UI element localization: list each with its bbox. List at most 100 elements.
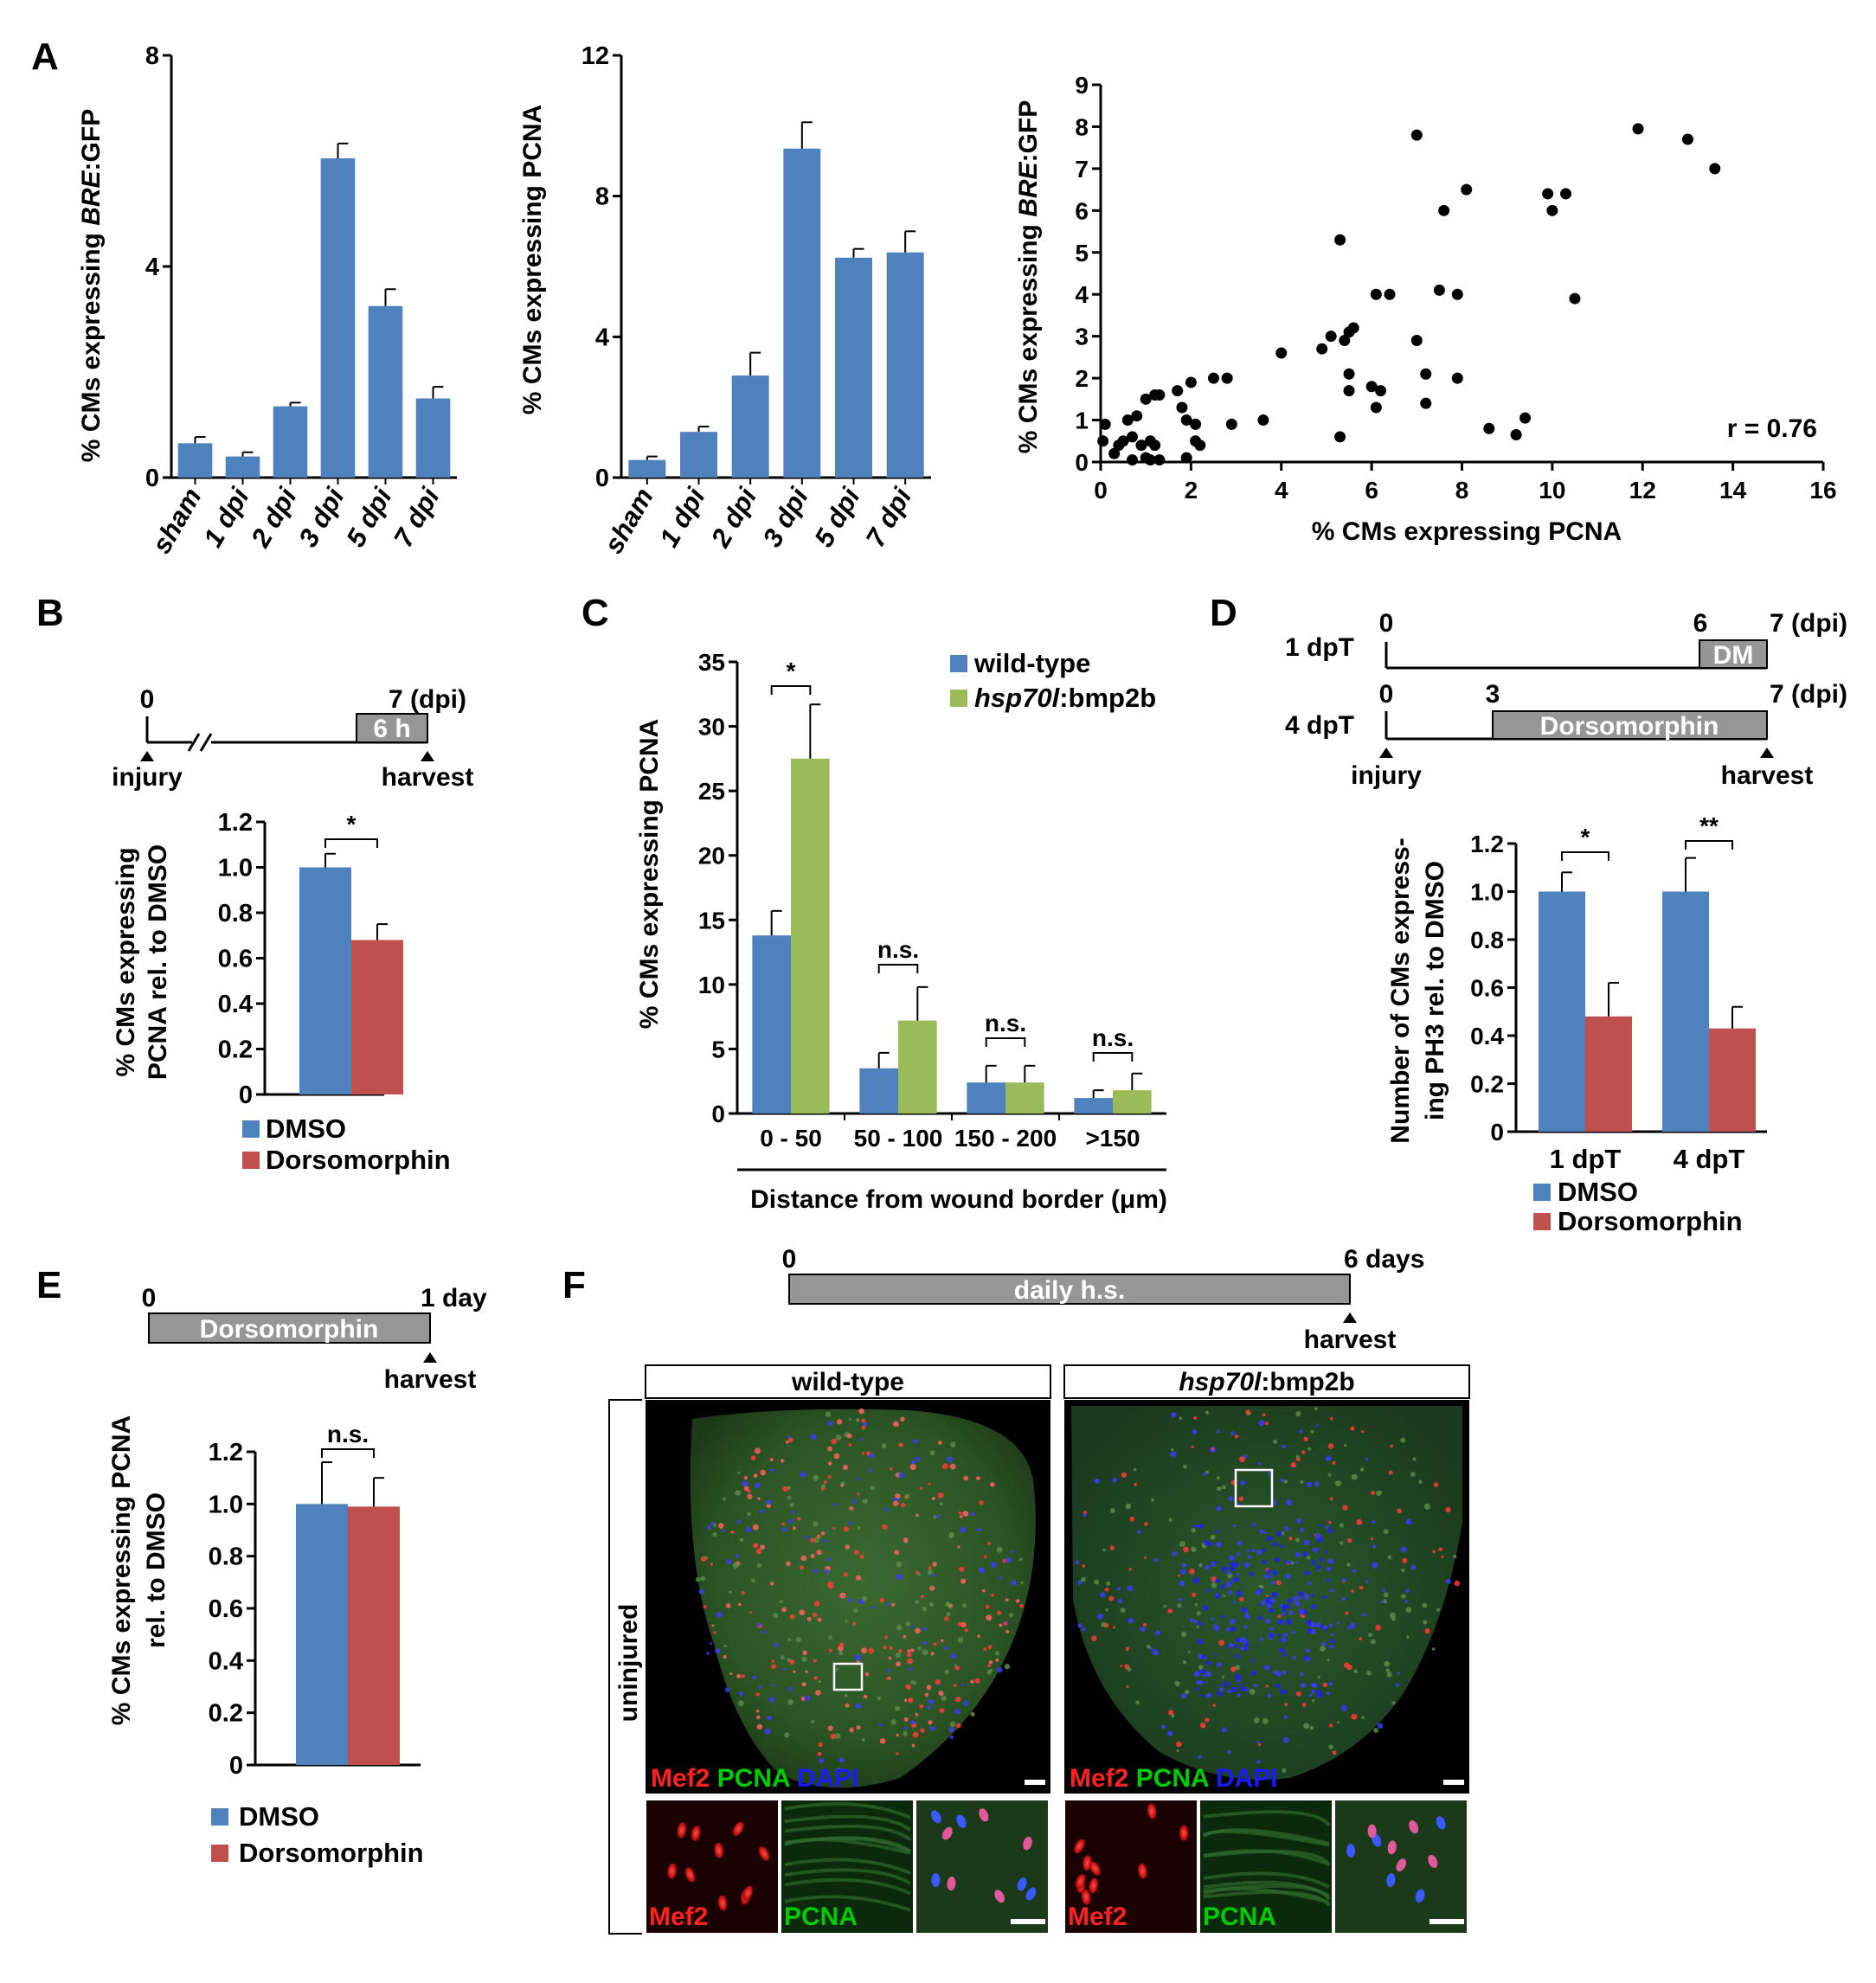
inset-bmp-mef2-label: Mef2 (1068, 1903, 1127, 1931)
wildtype-nucleus (888, 1656, 892, 1660)
micrograph-bmp2b-nuclei (1075, 1407, 1461, 1774)
bmp2b-nucleus (1171, 1412, 1177, 1418)
wildtype-nucleus (838, 1642, 845, 1647)
bmp2b-nucleus (1094, 1579, 1099, 1585)
bmp2b-dapi-cluster (1292, 1656, 1296, 1659)
panel-label-c: C (581, 592, 609, 634)
bmp2b-nucleus (1133, 1467, 1137, 1472)
d-y-axis-label-line2: ing PH3 rel. to DMSO (1421, 861, 1449, 1120)
a3-scatter-point (1510, 429, 1522, 441)
bmp2b-nucleus (1167, 1608, 1172, 1614)
wildtype-nucleus (911, 1625, 915, 1628)
bmp2b-nucleus (1339, 1523, 1344, 1528)
wildtype-nucleus (729, 1590, 732, 1594)
bmp2b-dapi-cluster (1303, 1593, 1309, 1599)
a3-scatter-point (1108, 447, 1121, 459)
wildtype-nucleus (751, 1578, 755, 1583)
bmp2b-nucleus (1211, 1447, 1215, 1451)
bmp2b-nucleus (1189, 1569, 1195, 1575)
wildtype-nucleus (948, 1727, 954, 1732)
a3-x-tick-label: 6 (1365, 477, 1378, 504)
bmp2b-dapi-cluster (1207, 1542, 1212, 1547)
wildtype-nucleus (773, 1613, 779, 1619)
bmp2b-nucleus (1325, 1455, 1332, 1461)
bmp2b-nucleus (1441, 1555, 1444, 1558)
bmp2b-nucleus (1230, 1666, 1237, 1672)
wildtype-nucleus (768, 1697, 775, 1703)
bmp2b-dapi-cluster (1249, 1571, 1254, 1576)
bmp2b-nucleus (1167, 1730, 1173, 1736)
wildtype-nucleus (818, 1680, 821, 1684)
bmp2b-nucleus (1400, 1546, 1407, 1553)
timeline-d-row1-day6: 6 (1693, 609, 1708, 638)
bmp2b-nucleus (1146, 1645, 1151, 1649)
bmp2b-dapi-cluster (1233, 1644, 1238, 1649)
bmp2b-nucleus (1198, 1665, 1204, 1671)
bmp2b-nucleus (1334, 1480, 1341, 1486)
wildtype-nucleus (870, 1486, 875, 1491)
wildtype-nucleus (827, 1446, 832, 1452)
wildtype-nucleus (856, 1575, 861, 1581)
bmp2b-nucleus (1240, 1480, 1246, 1486)
wildtype-nucleus (695, 1576, 701, 1582)
wildtype-nucleus (784, 1732, 790, 1738)
wildtype-nucleus (987, 1542, 991, 1545)
wildtype-nucleus (787, 1638, 791, 1641)
legend-d-label-dorsomorphin: Dorsomorphin (1558, 1206, 1743, 1236)
wildtype-nucleus (801, 1656, 807, 1662)
bmp2b-nucleus (1183, 1464, 1187, 1469)
wildtype-nucleus (861, 1425, 866, 1430)
wildtype-nucleus (896, 1752, 899, 1755)
timeline-d: 1 dpT 4 dpT 0 6 7 (dpi) DM 0 3 7 (dpi) D… (1285, 609, 1847, 790)
wildtype-nucleus (917, 1646, 922, 1651)
bmp2b-nucleus (1180, 1569, 1186, 1575)
legend-b-label-dmso: DMSO (266, 1113, 346, 1144)
wildtype-nucleus (752, 1524, 759, 1531)
wildtype-nucleus (787, 1495, 792, 1500)
bmp2b-dapi-cluster (1325, 1525, 1330, 1530)
wildtype-nucleus (827, 1421, 833, 1426)
wildtype-nucleus (724, 1687, 730, 1692)
bmp2b-nucleus (1217, 1486, 1222, 1492)
bmp2b-dapi-cluster (1295, 1561, 1298, 1564)
inset-pcna-fiber (1203, 1828, 1330, 1845)
wildtype-nucleus (824, 1480, 827, 1484)
wildtype-nucleus (1003, 1621, 1008, 1626)
wildtype-nucleus (933, 1515, 937, 1519)
d-y-axis-label-line1: Number of CMs express- (1386, 837, 1415, 1143)
a3-y-axis-label: % CMs expressing BRE:GFP (1014, 100, 1043, 453)
wildtype-nucleus (869, 1453, 875, 1459)
wildtype-nucleus (915, 1627, 921, 1634)
bmp2b-nucleus (1121, 1472, 1128, 1478)
wildtype-nucleus (909, 1666, 913, 1671)
wildtype-nucleus (878, 1723, 883, 1727)
timeline-d-dm-label: DM (1713, 641, 1754, 670)
timeline-b-harvest-arrow (421, 751, 434, 761)
a3-scatter-point (1316, 343, 1328, 355)
bmp2b-nucleus (1177, 1603, 1182, 1608)
a2-y-axis-label: % CMs expressing PCNA (518, 105, 547, 414)
bmp2b-nucleus (1405, 1607, 1412, 1613)
legend-d: DMSO Dorsomorphin (1533, 1177, 1743, 1236)
wildtype-nucleus (747, 1489, 751, 1493)
inset-merge-nucleus (1017, 1877, 1027, 1891)
wildtype-nucleus (1009, 1613, 1013, 1618)
a1-bar (177, 443, 213, 478)
bmp2b-nucleus (1311, 1699, 1315, 1703)
wildtype-nucleus (756, 1622, 761, 1627)
bmp2b-dapi-cluster (1258, 1603, 1262, 1607)
wildtype-nucleus (739, 1537, 744, 1542)
wildtype-nucleus (764, 1728, 771, 1735)
wildtype-nucleus (789, 1659, 795, 1665)
bmp2b-nucleus (1155, 1630, 1161, 1636)
wildtype-nucleus (943, 1646, 948, 1651)
wildtype-nucleus (915, 1712, 919, 1717)
a3-scatter-point (1325, 330, 1337, 343)
timeline-d-right-label: harvest (1721, 761, 1814, 790)
wildtype-nucleus (726, 1559, 732, 1565)
bmp2b-dapi-cluster (1264, 1665, 1270, 1671)
bmp2b-dapi-cluster (1266, 1569, 1272, 1575)
bmp2b-dapi-cluster (1262, 1559, 1267, 1564)
timeline-d-left-label: injury (1351, 761, 1422, 790)
d-significance-label: * (1581, 824, 1590, 850)
